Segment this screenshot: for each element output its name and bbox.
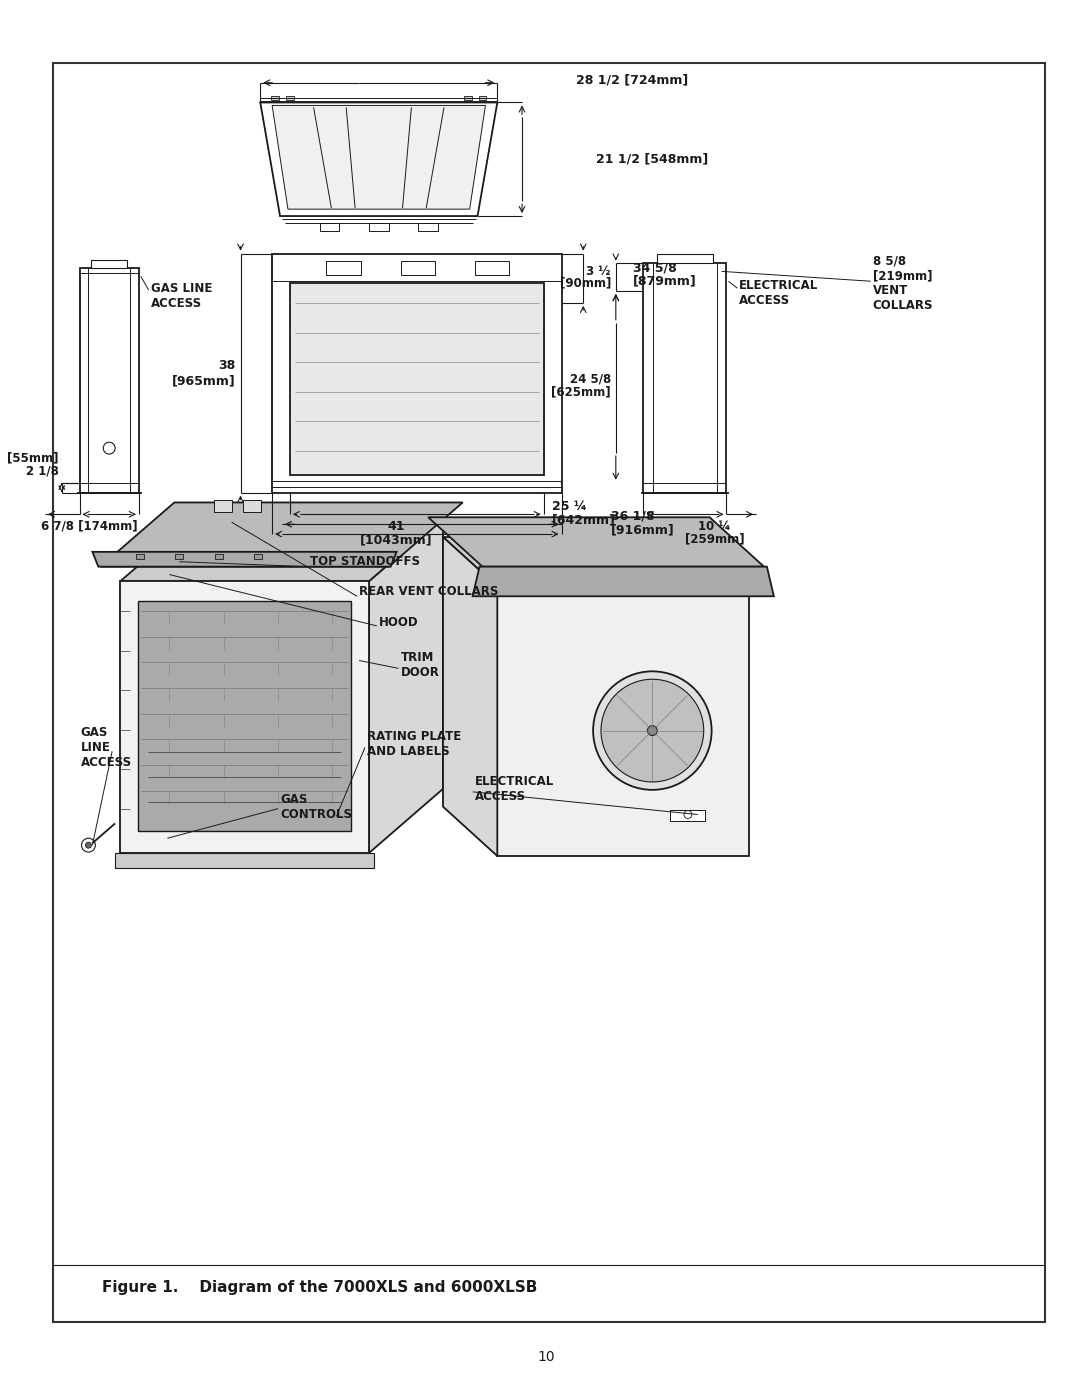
Polygon shape bbox=[120, 581, 369, 854]
Bar bbox=[271, 95, 279, 99]
Bar bbox=[320, 224, 339, 231]
Polygon shape bbox=[473, 567, 774, 597]
Text: 28 1/2 [724mm]: 28 1/2 [724mm] bbox=[577, 73, 689, 87]
Text: Figure 1.    Diagram of the 7000XLS and 6000XLSB: Figure 1. Diagram of the 7000XLS and 600… bbox=[103, 1280, 538, 1295]
Bar bbox=[215, 553, 222, 559]
Polygon shape bbox=[644, 264, 727, 493]
Bar bbox=[255, 553, 262, 559]
Bar bbox=[369, 224, 389, 231]
Text: GAS LINE
ACCESS: GAS LINE ACCESS bbox=[150, 282, 212, 310]
Circle shape bbox=[81, 838, 95, 852]
Polygon shape bbox=[658, 254, 713, 264]
Text: GAS
LINE
ACCESS: GAS LINE ACCESS bbox=[81, 726, 132, 768]
Text: ELECTRICAL
ACCESS: ELECTRICAL ACCESS bbox=[474, 775, 554, 803]
Polygon shape bbox=[80, 268, 139, 493]
Circle shape bbox=[684, 810, 692, 819]
Polygon shape bbox=[497, 587, 750, 856]
Text: REAR VENT COLLARS: REAR VENT COLLARS bbox=[359, 585, 498, 598]
Bar bbox=[175, 553, 184, 559]
Bar bbox=[214, 500, 231, 513]
Bar bbox=[326, 261, 361, 275]
Polygon shape bbox=[289, 284, 543, 475]
Polygon shape bbox=[428, 517, 764, 567]
Polygon shape bbox=[260, 102, 497, 217]
Text: [1043mm]: [1043mm] bbox=[361, 534, 433, 546]
Text: [965mm]: [965mm] bbox=[172, 374, 235, 387]
Bar bbox=[243, 500, 261, 513]
Text: 25 ¼: 25 ¼ bbox=[552, 500, 586, 513]
Text: 10: 10 bbox=[538, 1350, 555, 1363]
Text: 36 1/8: 36 1/8 bbox=[611, 510, 654, 522]
Text: TRIM
DOOR: TRIM DOOR bbox=[401, 651, 440, 679]
Polygon shape bbox=[443, 536, 750, 587]
Text: HOOD: HOOD bbox=[379, 616, 418, 630]
Bar bbox=[463, 95, 472, 99]
Text: 21 1/2 [548mm]: 21 1/2 [548mm] bbox=[596, 152, 708, 165]
Bar bbox=[136, 553, 144, 559]
Polygon shape bbox=[92, 260, 127, 268]
Text: 38: 38 bbox=[218, 359, 235, 372]
Text: [642mm]: [642mm] bbox=[552, 514, 616, 527]
Polygon shape bbox=[100, 503, 462, 567]
Text: [916mm]: [916mm] bbox=[611, 524, 675, 536]
Polygon shape bbox=[138, 601, 351, 831]
Polygon shape bbox=[120, 517, 443, 581]
Circle shape bbox=[593, 672, 712, 789]
Text: [879mm]: [879mm] bbox=[633, 275, 697, 288]
Text: GAS
CONTROLS: GAS CONTROLS bbox=[280, 792, 352, 820]
Text: [90mm]: [90mm] bbox=[559, 277, 611, 289]
Text: 6 7/8 [174mm]: 6 7/8 [174mm] bbox=[41, 520, 138, 532]
Polygon shape bbox=[272, 105, 485, 210]
Polygon shape bbox=[369, 517, 443, 854]
Bar bbox=[286, 95, 294, 99]
Text: [259mm]: [259mm] bbox=[685, 532, 744, 545]
Text: 41: 41 bbox=[388, 520, 405, 532]
Bar bbox=[401, 261, 435, 275]
Bar bbox=[474, 261, 509, 275]
Text: 8 5/8
[219mm]
VENT
COLLARS: 8 5/8 [219mm] VENT COLLARS bbox=[873, 254, 933, 312]
Polygon shape bbox=[194, 517, 443, 789]
Text: 34 5/8: 34 5/8 bbox=[633, 261, 676, 275]
Polygon shape bbox=[443, 536, 497, 856]
Circle shape bbox=[647, 725, 658, 736]
Text: [625mm]: [625mm] bbox=[551, 386, 611, 398]
Circle shape bbox=[85, 842, 92, 848]
Text: ELECTRICAL
ACCESS: ELECTRICAL ACCESS bbox=[740, 279, 819, 307]
Text: RATING PLATE
AND LABELS: RATING PLATE AND LABELS bbox=[367, 731, 461, 759]
Text: 3 ½: 3 ½ bbox=[586, 265, 611, 278]
Text: 2 1/8: 2 1/8 bbox=[26, 464, 58, 478]
Bar bbox=[671, 810, 705, 821]
Text: [55mm]: [55mm] bbox=[8, 451, 58, 465]
Text: TOP STANDOFFS: TOP STANDOFFS bbox=[310, 555, 420, 569]
Text: 24 5/8: 24 5/8 bbox=[569, 373, 611, 386]
Circle shape bbox=[104, 443, 116, 454]
Bar bbox=[478, 95, 486, 99]
Text: 10 ¼: 10 ¼ bbox=[699, 520, 731, 532]
Bar bbox=[418, 224, 438, 231]
Circle shape bbox=[600, 679, 704, 782]
Polygon shape bbox=[93, 552, 396, 567]
Polygon shape bbox=[116, 854, 374, 868]
Polygon shape bbox=[272, 254, 562, 493]
